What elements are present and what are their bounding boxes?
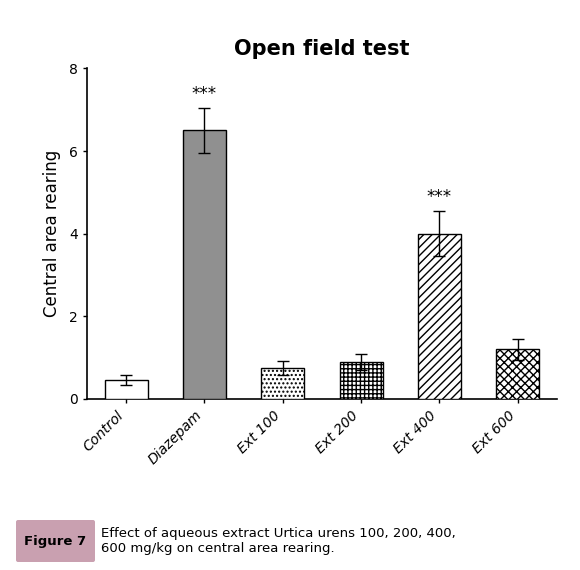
- Y-axis label: Central area rearing: Central area rearing: [43, 150, 61, 317]
- Bar: [418, 234, 461, 399]
- Bar: [183, 131, 226, 399]
- Bar: [339, 362, 383, 399]
- Text: ***: ***: [427, 188, 452, 206]
- FancyBboxPatch shape: [16, 520, 95, 562]
- Text: Figure 7: Figure 7: [24, 535, 86, 548]
- Text: ***: ***: [192, 85, 217, 103]
- Bar: [104, 380, 148, 399]
- Bar: [496, 349, 539, 399]
- Bar: [261, 368, 304, 399]
- Title: Open field test: Open field test: [234, 39, 409, 59]
- Text: Effect of aqueous extract Urtica urens 100, 200, 400,
600 mg/kg on central area : Effect of aqueous extract Urtica urens 1…: [101, 527, 456, 555]
